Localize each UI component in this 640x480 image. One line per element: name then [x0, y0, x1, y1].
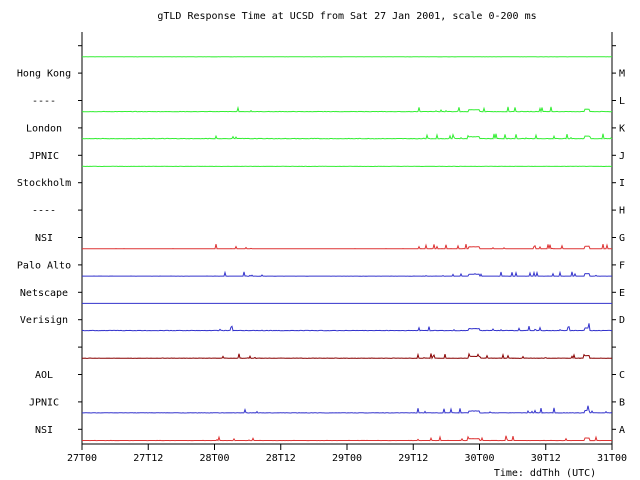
row-label-left: Verisign — [20, 315, 68, 326]
row-label-right: A — [619, 425, 625, 436]
x-tick-label: 29T00 — [332, 453, 362, 464]
row-label-left: London — [26, 123, 62, 134]
series-line — [82, 435, 613, 442]
x-tick-label: 27T12 — [133, 453, 163, 464]
row-label-right: E — [619, 288, 625, 299]
row-label-right: D — [619, 315, 625, 326]
row-label-left: Hong Kong — [17, 69, 71, 80]
row-label-right: G — [619, 233, 625, 244]
row-label-left: AOL — [35, 370, 53, 381]
row-label-right: F — [619, 260, 625, 271]
x-ticks: 27T00 27T12 28T00 28T12 29T00 29T12 30T00 30T12… — [67, 444, 627, 464]
row-label-right: M — [619, 69, 625, 80]
row-label-left: ---- — [32, 96, 56, 107]
x-axis-label: Time: ddThh (UTC) — [494, 468, 596, 479]
series-line — [81, 133, 613, 140]
row-label-left: JPNIC — [29, 397, 59, 408]
series-line — [82, 405, 613, 414]
x-tick-label: 27T00 — [67, 453, 97, 464]
row-label-left: JPNIC — [29, 151, 59, 162]
row-label-right: I — [619, 178, 625, 189]
row-label-right: H — [619, 206, 625, 217]
rows-layer: Hong Kong M ---- L London K JPNIC J Stockholm I --… — [17, 45, 625, 442]
chart-title: gTLD Response Time at UCSD from Sat 27 J… — [157, 11, 536, 22]
row-label-left: Palo Alto — [17, 260, 71, 271]
row-label-left: Stockholm — [17, 178, 71, 189]
row-label-right: K — [619, 123, 625, 134]
x-tick-label: 28T12 — [266, 453, 296, 464]
series-line — [81, 105, 613, 114]
row-label-left: ---- — [32, 206, 56, 217]
x-tick-label: 31T00 — [597, 453, 627, 464]
series-line — [81, 352, 613, 360]
series-line — [81, 323, 613, 332]
row-label-left: NSI — [35, 425, 53, 436]
row-label-right: C — [619, 370, 625, 381]
x-tick-label: 30T00 — [464, 453, 494, 464]
series-line — [82, 270, 612, 278]
row-label-left: Netscape — [20, 288, 68, 299]
row-label-right: B — [619, 397, 625, 408]
x-tick-label: 30T12 — [531, 453, 561, 464]
x-tick-label: 28T00 — [199, 453, 229, 464]
series-line — [81, 243, 613, 250]
row-label-right: J — [619, 151, 625, 162]
row-label-left: NSI — [35, 233, 53, 244]
row-label-right: L — [619, 96, 625, 107]
x-tick-label: 29T12 — [398, 453, 428, 464]
